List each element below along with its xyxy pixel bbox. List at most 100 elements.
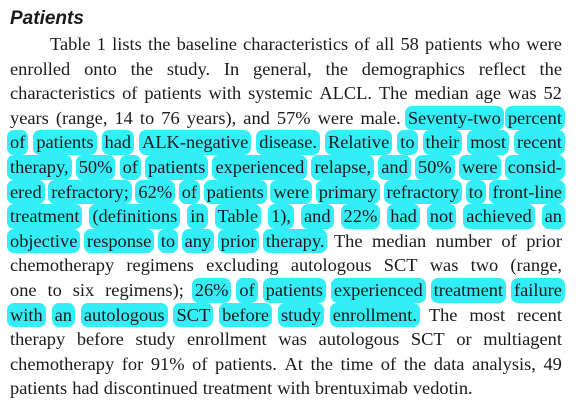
text-line: ered refractory; 62% of patients were primary r…	[7, 179, 565, 205]
word: analysis,	[472, 353, 536, 374]
word: 1	[96, 34, 106, 54]
word: discontinued	[103, 378, 198, 399]
word: In	[223, 58, 240, 79]
word: years	[10, 107, 49, 128]
highlighted-word: in	[187, 204, 208, 229]
word: baseline	[176, 34, 237, 54]
word: most	[469, 304, 506, 325]
text-line: characteristics of patients with systemic ALC…	[10, 81, 562, 106]
word: Table	[50, 34, 91, 54]
word: the	[539, 58, 562, 79]
highlighted-word: patients	[203, 179, 267, 205]
word: years),	[186, 107, 237, 128]
word: 49	[543, 353, 562, 374]
word: enrolled	[10, 58, 71, 79]
highlighted-word: (definitions	[89, 204, 181, 229]
highlighted-word: consid-	[504, 154, 565, 180]
word: study.	[166, 58, 211, 79]
highlighted-word: ALK-negative	[139, 130, 252, 155]
highlighted-word: percent	[504, 105, 565, 131]
highlighted-word: treatment	[7, 204, 83, 229]
highlighted-word: experienced	[212, 154, 308, 180]
highlighted-word: to	[397, 130, 418, 155]
highlighted-word: relapse,	[311, 154, 375, 180]
text-line: patients had discontinued treatment with bren…	[10, 376, 562, 401]
word: six	[72, 279, 95, 300]
highlighted-word: recent	[513, 130, 565, 155]
highlighted-word: of	[236, 277, 258, 303]
word: median	[372, 230, 427, 251]
text-line: chemotherapy regimens excluding autologous S…	[10, 253, 562, 278]
word: of	[354, 34, 370, 54]
word: with	[277, 378, 310, 399]
highlighted-word: 50%	[414, 154, 455, 180]
highlighted-word: objective	[7, 228, 81, 254]
word: to	[47, 279, 62, 300]
highlighted-word: had	[387, 204, 420, 229]
highlighted-word: disease.	[256, 130, 320, 155]
highlighted-word: an	[51, 302, 75, 328]
word: had	[72, 378, 99, 399]
word: the	[403, 353, 427, 374]
word: one	[10, 279, 37, 300]
word: 14	[114, 107, 133, 128]
word: vedotin.	[412, 378, 473, 399]
highlighted-word: 26%	[191, 277, 232, 303]
word: study	[135, 329, 176, 350]
word: patients.	[215, 353, 277, 374]
word: 57%	[276, 107, 311, 128]
word: chemotherapy	[10, 353, 115, 374]
word: were	[526, 34, 562, 54]
highlighted-word: to	[465, 179, 486, 205]
highlighted-word: response	[83, 228, 155, 254]
word: of	[122, 83, 138, 104]
word: was	[278, 329, 307, 350]
word: of	[380, 353, 397, 374]
word: systemic	[248, 83, 313, 104]
word: 91%	[150, 353, 185, 374]
highlighted-word: Relative	[324, 130, 393, 155]
text-line: one to six regimens); 26% of patients experienc…	[10, 277, 565, 303]
word: were	[317, 107, 354, 128]
word: regimens);	[105, 279, 184, 300]
word: excluding	[206, 255, 279, 276]
highlighted-word: their	[422, 130, 463, 155]
text-line: chemotherapy for 91% of patients. At the time of…	[10, 352, 562, 377]
highlighted-word: ered	[7, 179, 45, 205]
highlighted-word: patients	[262, 277, 326, 303]
highlighted-word: of	[7, 130, 29, 155]
word: who	[488, 34, 521, 54]
word: and	[243, 107, 270, 128]
word: enrollment	[186, 329, 267, 350]
word: the	[325, 58, 348, 79]
word: patients	[10, 378, 68, 399]
word: reflect	[478, 58, 526, 79]
word: multiagent	[483, 329, 562, 350]
word: patients	[144, 83, 202, 104]
word: At	[284, 353, 303, 374]
word: age	[475, 83, 502, 104]
text-line: objective response to any prior therapy. The me…	[7, 228, 562, 254]
highlighted-word: and	[301, 204, 334, 229]
highlighted-word: refractory;	[48, 179, 132, 205]
highlighted-word: front-line	[489, 179, 565, 205]
word: the	[130, 58, 154, 79]
word: all	[375, 34, 395, 54]
word: The	[333, 230, 363, 251]
highlighted-word: autologous	[80, 302, 168, 328]
highlighted-word: therapy,	[7, 154, 72, 180]
highlighted-word: of	[119, 154, 141, 180]
highlighted-word: any	[181, 228, 215, 254]
word: median	[414, 83, 469, 104]
word: 76	[161, 107, 180, 128]
word: (range,	[55, 107, 108, 128]
body-paragraph: Table 1 lists the baseline characteristics of a…	[7, 32, 565, 401]
word: characteristics	[243, 34, 349, 54]
highlighted-word: 22%	[340, 204, 381, 229]
highlighted-word: experienced	[330, 277, 426, 303]
highlighted-word: most	[467, 130, 509, 155]
word: was	[507, 83, 537, 104]
highlighted-word: with	[7, 302, 46, 328]
highlighted-word: had	[101, 130, 135, 155]
word: chemotherapy	[10, 255, 115, 276]
